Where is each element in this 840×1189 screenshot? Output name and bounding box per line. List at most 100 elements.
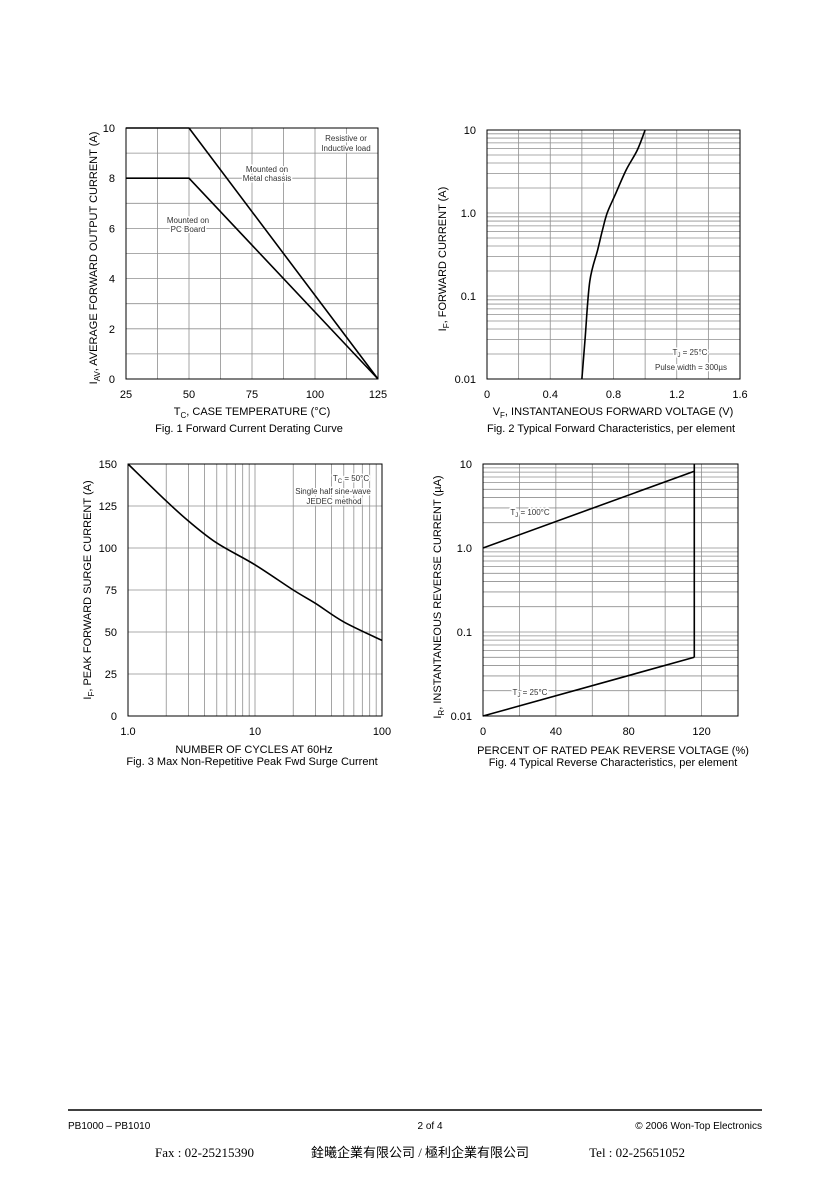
label-symbol: T [513,688,518,697]
figure-1-derating-curve: 25 50 75 100 125 0 2 4 6 8 10 Resistive or Inducti… [88,123,387,435]
series-line [127,463,383,642]
series-label-100c: TJ = 100°C [510,508,550,519]
label-subscript: J [517,693,520,699]
label-text: = 100°C [518,508,550,517]
plot-area: 0 40 80 120 0.01 0.1 1.0 10 [451,459,739,738]
series-line [482,656,695,717]
y-axis-label: IAV, AVERAGE FORWARD OUTPUT CURRENT (A) [88,132,102,385]
y-axis-label-text: , AVERAGE FORWARD OUTPUT CURRENT (A) [88,132,100,372]
x-tick-label: 120 [692,726,710,738]
x-axis-label-text: , INSTANTANEOUS FORWARD VOLTAGE (V) [505,406,733,418]
series-label-line: PC Board [171,225,206,234]
series-label-metal-chassis: Mounted on Metal chassis [241,164,292,185]
plot-area: 0 0.4 0.8 1.2 1.6 0.01 0.1 1.0 10 [455,125,748,401]
note-text: = 50°C [342,474,369,483]
y-tick-label: 10 [464,125,476,137]
plot-area: 25 50 75 100 125 0 2 4 6 8 10 [103,123,387,401]
page-footer: PB1000 – PB1010 2 of 4 © 2006 Won-Top El… [68,1109,762,1160]
label-symbol: T [510,508,515,517]
y-tick-label: 4 [109,274,115,286]
x-tick-label: 75 [246,389,258,401]
x-axis-label-subscript: F [500,411,505,420]
y-tick-label: 1.0 [461,208,476,220]
y-axis-label-text: , FORWARD CURRENT (A) [437,187,449,324]
x-tick-label: 40 [550,726,562,738]
x-axis-label-text: , CASE TEMPERATURE (°C) [186,406,330,418]
x-axis-label: VF, INSTANTANEOUS FORWARD VOLTAGE (V) [493,406,734,420]
y-tick-label: 0.01 [455,374,476,386]
series-line [126,177,379,380]
y-tick-label: 25 [105,669,117,681]
y-tick-label: 0.01 [451,711,472,723]
y-tick-label: 8 [109,173,115,185]
x-tick-label: 100 [306,389,324,401]
series-line [581,129,646,380]
y-tick-label: 150 [99,459,117,471]
figure-caption: Fig. 3 Max Non-Repetitive Peak Fwd Surge… [126,756,377,768]
y-tick-label: 1.0 [457,543,472,555]
label-subscript: J [515,513,518,519]
figure-caption: Fig. 2 Typical Forward Characteristics, … [487,423,735,435]
plot-area: 1.0 10 100 0 25 50 75 100 125 150 [99,459,392,738]
x-tick-label: 50 [183,389,195,401]
series-label-pc-board: Mounted on PC Board [165,215,210,236]
pulse-width-note: Pulse width = 300µs [655,363,727,372]
x-tick-label: 80 [623,726,635,738]
x-axis-label: PERCENT OF RATED PEAK REVERSE VOLTAGE (%… [477,745,749,757]
x-axis-label-subscript: C [181,411,187,420]
y-axis-label-text: , PEAK FORWARD SURGE CURRENT (A) [82,480,94,691]
x-axis-label: NUMBER OF CYCLES AT 60Hz [175,744,332,756]
series-label-line: Metal chassis [243,174,291,183]
test-conditions-note: TC = 50°C Single half sine-wave JEDEC me… [294,473,373,508]
page-number: 2 of 4 [417,1121,442,1132]
y-axis-label-text: , INSTANTANEOUS REVERSE CURRENT (µA) [432,475,444,709]
fax-number: Fax : 02-25215390 [155,1145,254,1160]
y-axis-label-symbol: I [432,716,444,719]
y-tick-label: 0.1 [461,291,476,303]
y-axis-label-subscript: R [437,710,446,716]
figure-caption: Fig. 1 Forward Current Derating Curve [155,423,343,435]
annotation-line: Inductive load [321,144,370,153]
note-text: = 25°C [680,348,707,357]
y-tick-label: 10 [460,459,472,471]
plot-frame [486,129,741,380]
series-label-25c: TJ = 25°C [513,688,548,699]
y-axis-label-symbol: I [88,381,100,384]
y-tick-label: 0 [109,374,115,386]
label-text: = 25°C [520,688,547,697]
y-axis-label: IR, INSTANTANEOUS REVERSE CURRENT (µA) [432,475,446,718]
load-type-note: Resistive or Inductive load [320,133,372,155]
y-tick-label: 125 [99,501,117,513]
x-tick-label: 25 [120,389,132,401]
junction-temperature-note: TJ = 25°C [673,348,708,359]
y-axis-label-subscript: F [87,692,96,697]
x-tick-label: 0 [480,726,486,738]
series-label-line: Mounted on [167,216,209,225]
method-note: JEDEC method [306,497,361,506]
x-tick-label: 1.2 [669,389,684,401]
figure-2-forward-characteristics: 0 0.4 0.8 1.2 1.6 0.01 0.1 1.0 10 TJ = 25°C Puls… [437,125,748,435]
x-tick-label: 0.4 [543,389,558,401]
x-tick-label: 0.8 [606,389,621,401]
case-temperature-note: TC = 50°C [333,474,369,485]
x-axis-label-symbol: V [493,406,501,418]
y-tick-label: 2 [109,324,115,336]
x-axis-label-symbol: T [174,406,181,418]
y-tick-label: 100 [99,543,117,555]
y-tick-label: 10 [103,123,115,135]
series-label-line: Mounted on [246,165,288,174]
plot-frame [482,463,739,717]
plot-frame [125,127,379,380]
figure-caption: Fig. 4 Typical Reverse Characteristics, … [489,757,738,769]
company-names: 銓曦企業有限公司 / 極利企業有限公司 [311,1145,529,1160]
x-tick-label: 1.6 [732,389,747,401]
part-number-range: PB1000 – PB1010 [68,1121,151,1132]
y-axis-label-subscript: F [442,323,451,328]
y-tick-label: 0.1 [457,627,472,639]
x-tick-label: 125 [369,389,387,401]
note-subscript: C [338,479,343,485]
telephone-number: Tel : 02-25651052 [589,1145,685,1160]
note-subscript: J [677,353,680,359]
